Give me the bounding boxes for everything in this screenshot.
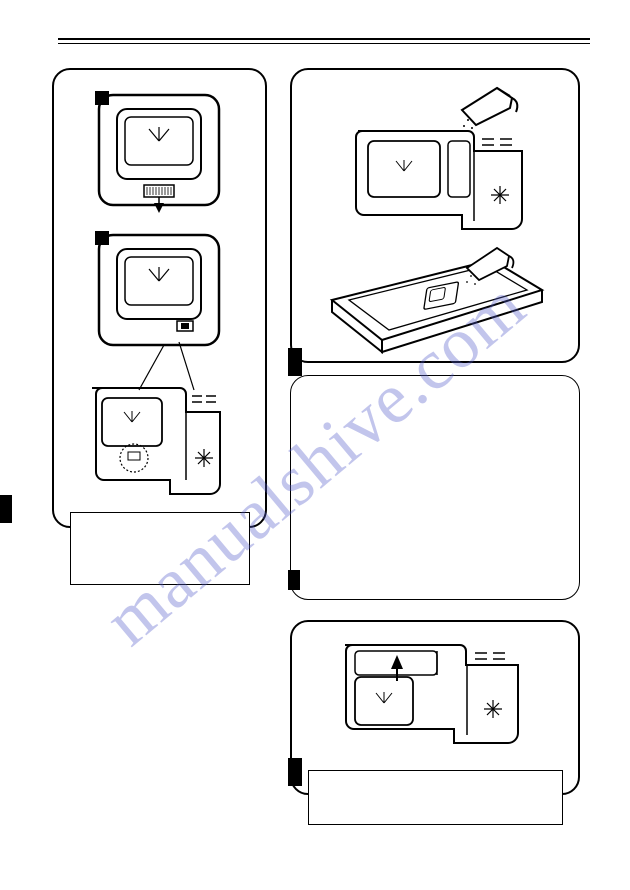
caption-d — [308, 770, 563, 825]
panel-c-tab — [288, 570, 300, 590]
rule-top-thin — [58, 43, 590, 44]
figure-panel-d — [290, 620, 580, 795]
figure-panel-a — [52, 68, 267, 528]
panel-b-tab — [288, 348, 302, 376]
manual-page: manualshive.com — [0, 0, 630, 890]
panel-d-tab — [288, 758, 302, 786]
panel-a-tab — [0, 495, 12, 523]
figure-d-svg — [337, 637, 542, 762]
figure-a-svg — [84, 90, 239, 520]
rule-top-thick — [58, 38, 590, 40]
